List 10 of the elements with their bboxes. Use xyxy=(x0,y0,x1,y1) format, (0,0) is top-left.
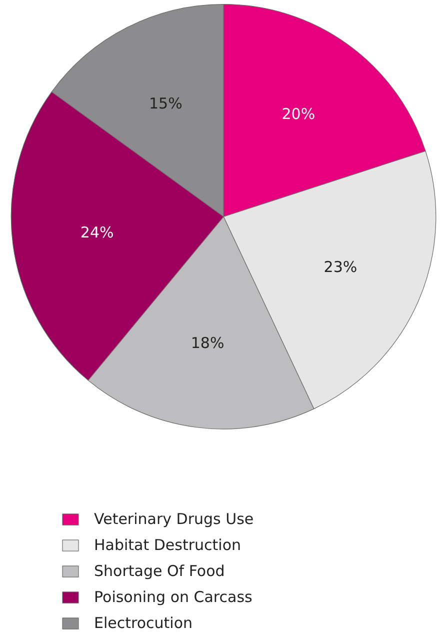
legend-label: Electrocution xyxy=(94,614,193,632)
legend-label: Shortage Of Food xyxy=(94,562,225,580)
data-label: 23% xyxy=(324,258,358,276)
legend-label: Poisoning on Carcass xyxy=(94,588,252,606)
data-label: 15% xyxy=(148,94,182,112)
legend-label: Veterinary Drugs Use xyxy=(94,510,254,528)
data-label: 24% xyxy=(80,224,114,242)
legend-label: Habitat Destruction xyxy=(94,536,242,554)
data-label: 20% xyxy=(282,104,316,123)
data-label: 18% xyxy=(190,334,224,352)
